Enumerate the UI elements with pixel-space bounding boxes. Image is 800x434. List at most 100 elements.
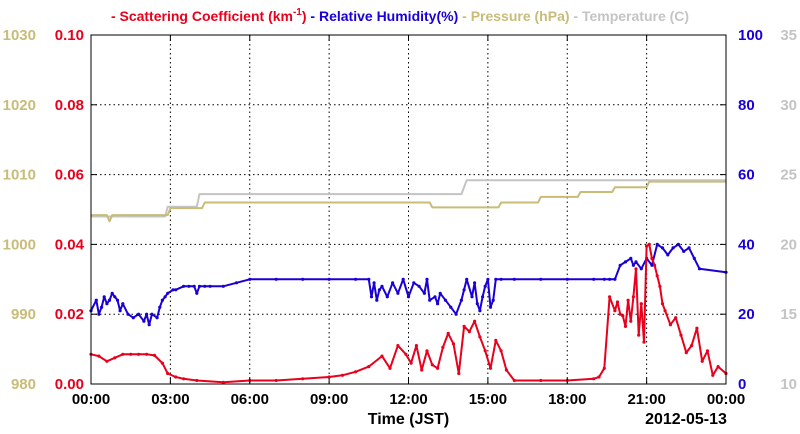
data-point-scattering <box>613 309 617 313</box>
data-point-humidity <box>650 263 654 267</box>
data-point-humidity <box>155 316 159 320</box>
data-point-humidity <box>417 284 421 288</box>
data-point-humidity <box>369 295 374 299</box>
data-point-humidity <box>94 298 98 302</box>
pressure-tick-label: 1030 <box>3 27 36 44</box>
data-point-humidity <box>483 284 487 288</box>
data-point-humidity <box>118 309 122 313</box>
humidity-tick-label: 100 <box>738 27 763 44</box>
data-point-humidity <box>631 263 636 267</box>
plot-frame <box>90 34 727 385</box>
temperature-tick-label: 35 <box>780 27 797 44</box>
data-point-humidity <box>203 284 207 288</box>
humidity-tick-label: 80 <box>738 97 755 114</box>
series-line-temperature <box>91 179 726 218</box>
data-point-humidity <box>107 298 112 302</box>
data-point-humidity <box>158 305 162 309</box>
data-point-humidity <box>618 263 622 267</box>
data-point-humidity <box>197 284 202 288</box>
data-point-humidity <box>385 295 389 299</box>
data-point-humidity <box>465 277 469 281</box>
data-point-scattering <box>404 352 408 356</box>
legend: - Scattering Coefficient (km-1) - Relati… <box>111 7 689 24</box>
data-point-humidity <box>613 277 617 281</box>
data-point-scattering <box>621 314 625 318</box>
data-point-humidity <box>97 312 101 316</box>
data-point-humidity <box>682 249 686 253</box>
data-point-humidity <box>436 302 440 306</box>
pressure-tick-label: 990 <box>11 306 36 323</box>
data-point-humidity <box>687 246 691 250</box>
pressure-tick-label: 1010 <box>3 167 36 184</box>
data-point-humidity <box>629 256 633 260</box>
data-point-humidity <box>602 277 606 281</box>
pressure-tick-label: 1020 <box>3 97 36 114</box>
series-layer <box>89 179 728 384</box>
data-point-scattering <box>639 302 643 306</box>
legend-entry: - Scattering Coefficient (km <box>111 8 293 24</box>
data-point-humidity <box>147 323 151 327</box>
data-point-scattering <box>121 352 125 356</box>
data-point-scattering <box>182 377 186 381</box>
grid-lines <box>91 35 726 384</box>
data-point-scattering <box>711 373 715 377</box>
data-point-humidity <box>565 277 569 281</box>
data-point-humidity <box>473 281 477 285</box>
data-point-humidity <box>608 277 612 281</box>
pressure-tick-label: 1000 <box>3 236 36 253</box>
data-point-scattering <box>414 344 418 348</box>
data-point-scattering <box>441 345 445 349</box>
data-point-humidity <box>396 291 400 295</box>
data-point-scattering <box>462 324 466 328</box>
data-point-humidity <box>666 253 670 257</box>
date-label: 2012-05-13 <box>645 411 727 428</box>
humidity-tick-label: 60 <box>738 167 755 184</box>
data-point-humidity <box>406 295 411 299</box>
data-point-humidity <box>150 312 154 316</box>
data-point-humidity <box>100 305 104 309</box>
data-point-scattering <box>539 378 543 383</box>
scattering-tick-label: 0.10 <box>55 27 84 44</box>
data-point-humidity <box>354 277 358 281</box>
data-point-humidity <box>486 277 490 281</box>
data-point-scattering <box>668 323 673 327</box>
data-point-scattering <box>629 319 633 323</box>
axis-ticks <box>90 34 727 385</box>
data-point-humidity <box>248 277 252 281</box>
data-point-humidity <box>126 312 130 316</box>
tick-labels: 00:00 03:00 06:00 09:00 12:00 15:00 18:00 21:00… <box>3 27 797 408</box>
data-point-humidity <box>697 267 702 271</box>
scattering-tick-label: 0.02 <box>55 306 84 323</box>
x-tick-label: 00:00 <box>707 391 745 408</box>
data-point-scattering <box>608 295 612 299</box>
temperature-tick-label: 10 <box>780 376 797 393</box>
data-point-scattering <box>420 368 424 372</box>
data-point-scattering <box>473 319 477 323</box>
data-point-scattering <box>457 371 461 376</box>
data-point-humidity <box>428 298 432 302</box>
data-point-humidity <box>449 305 453 309</box>
data-point-humidity <box>171 288 175 292</box>
x-axis-label: Time (JST) <box>368 411 450 428</box>
data-point-humidity <box>234 281 239 285</box>
data-point-humidity <box>187 284 191 288</box>
data-point-scattering <box>145 352 149 356</box>
data-point-scattering <box>660 302 665 306</box>
temperature-tick-label: 20 <box>780 236 797 253</box>
data-point-humidity <box>462 288 466 292</box>
data-point-scattering <box>367 365 371 369</box>
data-point-scattering <box>195 378 199 383</box>
data-point-humidity <box>221 284 225 288</box>
data-point-scattering <box>623 324 628 328</box>
data-point-scattering <box>425 349 429 353</box>
data-point-scattering <box>274 378 278 383</box>
data-point-scattering <box>650 256 654 260</box>
data-point-scattering <box>446 331 450 335</box>
data-point-humidity <box>274 277 278 281</box>
data-point-scattering <box>174 375 178 379</box>
data-point-scattering <box>690 344 694 348</box>
data-point-scattering <box>327 375 331 379</box>
data-point-scattering <box>436 366 440 370</box>
